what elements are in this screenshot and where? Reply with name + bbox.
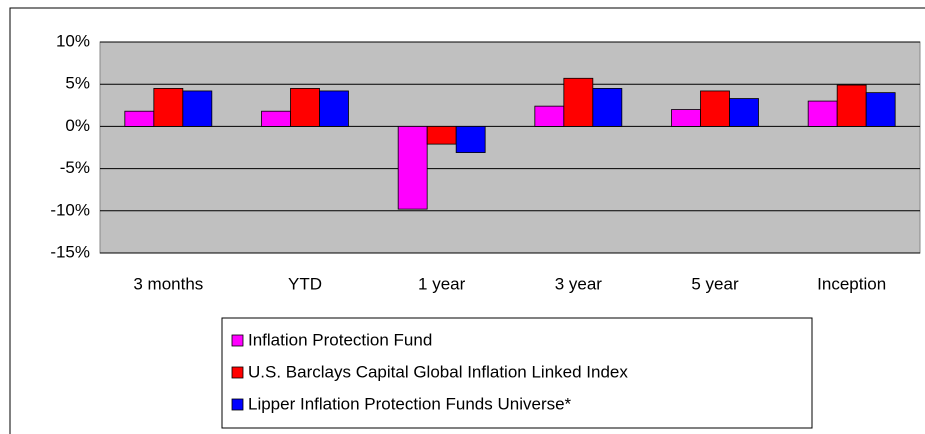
bar <box>124 110 155 127</box>
bar <box>534 105 565 127</box>
bar <box>807 100 838 127</box>
legend-label: U.S. Barclays Capital Global Inflation L… <box>248 362 628 381</box>
y-tick-label: 5% <box>65 74 90 93</box>
bar <box>261 110 291 127</box>
legend-swatch <box>231 334 244 347</box>
bar <box>397 126 428 210</box>
y-tick-label: 10% <box>56 31 90 50</box>
x-tick-label: 3 year <box>555 274 603 293</box>
bar <box>455 126 486 153</box>
y-tick-label: -15% <box>50 242 90 261</box>
bar <box>671 109 701 127</box>
chart-frame <box>9 7 925 434</box>
bar <box>290 88 320 127</box>
legend-swatch <box>231 398 244 411</box>
bar <box>426 126 457 145</box>
legend <box>221 317 813 429</box>
legend-swatch <box>231 366 244 379</box>
x-tick-label: 1 year <box>418 274 466 293</box>
x-tick-label: 3 months <box>133 274 203 293</box>
bar <box>729 98 759 127</box>
x-tick-label: Inception <box>817 274 886 293</box>
x-tick-label: YTD <box>288 274 322 293</box>
bar <box>836 84 867 127</box>
legend-label: Lipper Inflation Protection Funds Univer… <box>248 394 572 413</box>
bar <box>182 90 213 127</box>
legend-label: Inflation Protection Fund <box>248 330 432 349</box>
y-tick-label: 0% <box>65 116 90 135</box>
bar <box>700 90 730 127</box>
bar <box>865 92 896 127</box>
bar <box>563 77 594 127</box>
bar <box>592 88 623 127</box>
y-tick-label: -5% <box>60 158 90 177</box>
bar <box>319 90 349 127</box>
x-tick-label: 5 year <box>691 274 739 293</box>
bar <box>153 88 184 127</box>
y-tick-label: -10% <box>50 200 90 219</box>
plot-area <box>99 41 921 254</box>
